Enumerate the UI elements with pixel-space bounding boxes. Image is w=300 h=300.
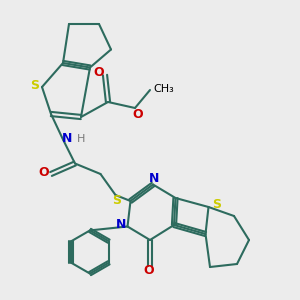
Text: O: O: [94, 65, 104, 79]
Text: N: N: [149, 172, 160, 185]
Text: CH₃: CH₃: [153, 83, 174, 94]
Text: H: H: [77, 134, 85, 145]
Text: N: N: [61, 131, 72, 145]
Text: O: O: [143, 264, 154, 278]
Text: N: N: [116, 218, 127, 232]
Text: S: S: [112, 194, 122, 207]
Text: O: O: [133, 107, 143, 121]
Text: S: S: [30, 79, 39, 92]
Text: S: S: [212, 197, 221, 211]
Text: O: O: [38, 166, 49, 179]
